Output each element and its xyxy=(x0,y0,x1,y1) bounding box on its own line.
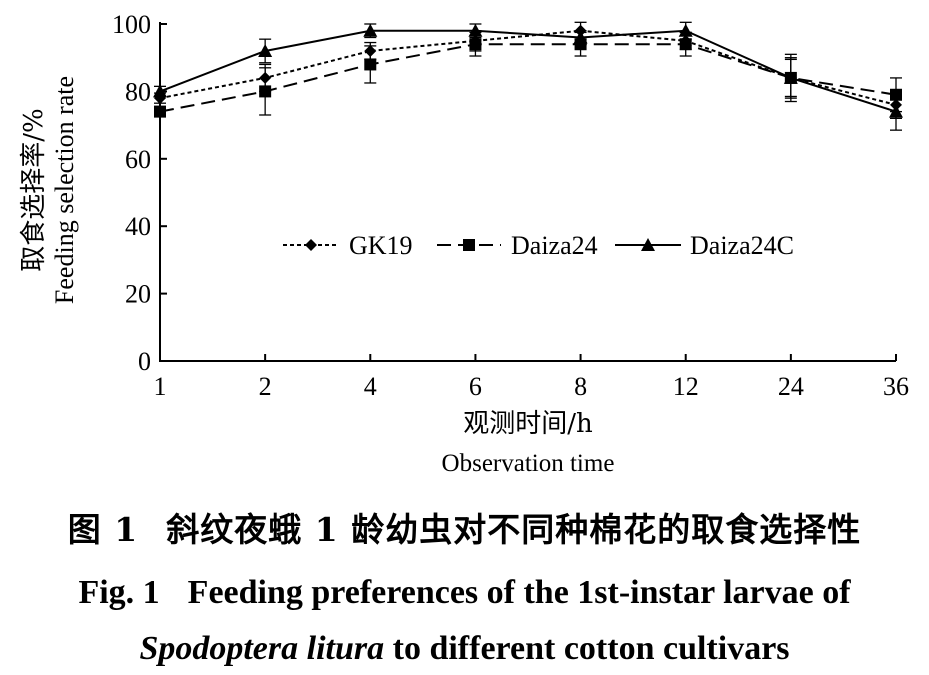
x-tick-label: 2 xyxy=(259,372,272,401)
y-tick-label: 100 xyxy=(112,10,151,39)
data-point xyxy=(783,70,798,84)
data-point xyxy=(258,43,273,57)
data-point xyxy=(154,105,166,118)
chart-legend: GK19 Daiza24 Daiza24C xyxy=(283,231,794,260)
x-tick-label: 6 xyxy=(469,372,482,401)
data-point xyxy=(678,23,693,37)
legend-item-daiza24c: Daiza24C xyxy=(615,231,794,260)
series-line xyxy=(159,29,897,106)
y-tick-label: 60 xyxy=(125,145,151,174)
data-point xyxy=(469,38,482,51)
species-name: Spodoptera litura xyxy=(139,630,385,667)
figure-caption-en-line2: Spodoptera litura to different cotton cu… xyxy=(0,630,929,668)
y-tick-label: 80 xyxy=(125,77,151,106)
x-tick-label: 24 xyxy=(778,372,804,401)
y-axis-label-en: Feeding selection rate xyxy=(50,76,79,304)
chart-series xyxy=(153,21,903,131)
x-tick-label: 1 xyxy=(154,372,167,401)
x-axis-label-en: Observation time xyxy=(442,450,615,477)
data-point xyxy=(573,30,588,44)
y-tick-label: 20 xyxy=(125,280,151,309)
legend-marker xyxy=(463,239,475,251)
x-axis-label-cn: 观测时间/h xyxy=(463,409,593,439)
y-axis-label-cn: 取食选择率/% xyxy=(19,108,49,271)
x-tick-label: 36 xyxy=(883,372,909,401)
series-line xyxy=(159,29,897,113)
data-point xyxy=(364,58,377,71)
legend-item-daiza24: Daiza24 xyxy=(437,231,598,260)
series-gk19 xyxy=(154,21,902,120)
x-tick-label: 4 xyxy=(364,372,377,401)
figure-label-en: Fig. 1 xyxy=(78,574,160,611)
x-tick-label: 12 xyxy=(673,372,699,401)
figure-caption-en-line1: Fig. 1 Feeding preferences of the 1st-ins… xyxy=(0,574,929,612)
series-daiza24c xyxy=(153,21,903,131)
chart-labels: 取食选择率/% Feeding selection rate 观测时间/h Ob… xyxy=(19,76,614,477)
data-point xyxy=(153,84,167,98)
legend-marker xyxy=(305,239,317,251)
data-point xyxy=(259,85,272,98)
figure-label-cn: 图 1 xyxy=(67,510,139,549)
y-tick-label: 40 xyxy=(125,212,151,241)
data-point xyxy=(363,23,378,37)
legend-item-gk19: GK19 xyxy=(283,231,413,260)
y-tick-label: 0 xyxy=(138,347,151,376)
x-tick-label: 8 xyxy=(574,372,587,401)
data-point xyxy=(679,38,692,51)
data-point xyxy=(889,104,903,118)
figure-caption-cn: 图 1 斜纹夜蛾 1 龄幼虫对不同种棉花的取食选择性 xyxy=(0,503,929,551)
figure-title-en-part2: to different cotton cultivars xyxy=(384,630,790,667)
figure-title-cn: 斜纹夜蛾 1 龄幼虫对不同种棉花的取食选择性 xyxy=(166,510,862,549)
legend-label: Daiza24C xyxy=(690,231,794,260)
legend-marker xyxy=(641,238,655,251)
data-point xyxy=(468,23,483,37)
figure-title-en-part1: Feeding preferences of the 1st-instar la… xyxy=(187,574,851,611)
legend-label: GK19 xyxy=(349,231,413,260)
legend-label: Daiza24 xyxy=(511,231,598,260)
